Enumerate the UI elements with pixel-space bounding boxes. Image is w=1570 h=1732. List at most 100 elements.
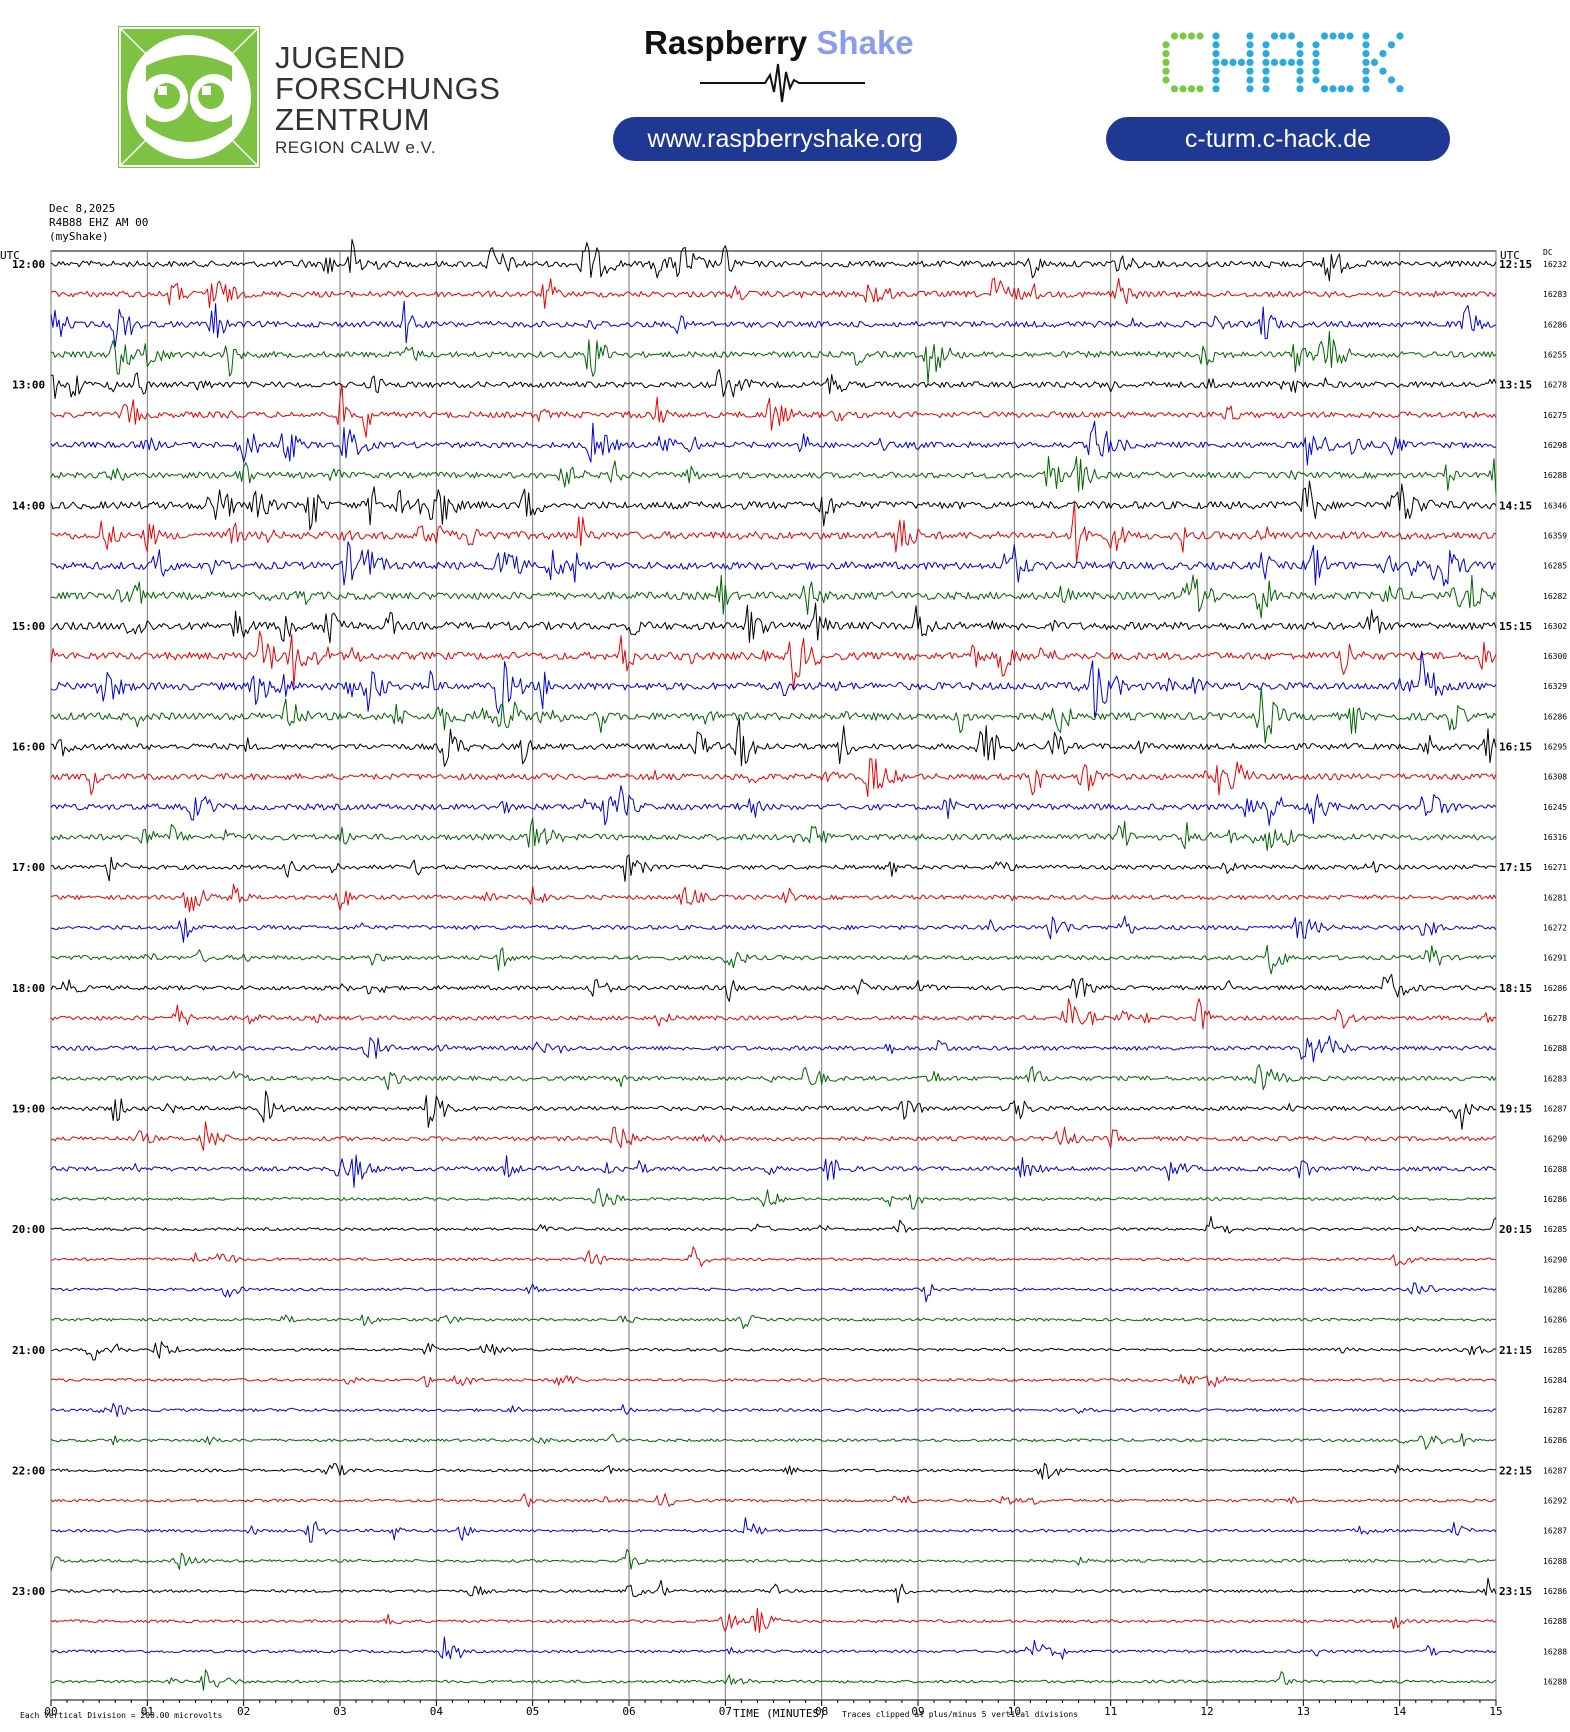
row-dc-offset: 16287 (1543, 1466, 1567, 1475)
x-tick-label: 11 (1104, 1705, 1117, 1718)
row-dc-offset: 16291 (1543, 954, 1567, 963)
trace-row: 16285 (50, 541, 1567, 587)
chack-logo-dot (1362, 76, 1370, 84)
trace-row: 16255 (50, 331, 1567, 384)
seismic-trace (50, 1314, 1497, 1329)
row-dc-offset: 16283 (1543, 1074, 1567, 1083)
trace-row: 16288 (50, 1154, 1567, 1188)
row-dc-offset: 16288 (1543, 1165, 1567, 1174)
trace-row: 16286 (50, 1314, 1567, 1329)
row-time-right: 12:15 (1499, 258, 1532, 271)
owl-logo (118, 26, 260, 168)
seismic-trace (50, 1549, 1497, 1571)
row-dc-offset: 16308 (1543, 773, 1567, 782)
chack-logo-dot (1262, 85, 1270, 93)
trace-row: 16287 (50, 1517, 1567, 1543)
row-dc-offset: 16316 (1543, 833, 1567, 842)
seismic-trace (50, 686, 1497, 744)
station-label: R4B88 EHZ AM 00 (49, 216, 149, 229)
row-dc-offset: 16278 (1543, 1014, 1567, 1023)
chack-logo-dot (1187, 32, 1196, 40)
jfz-line-2: FORSCHUNGS (275, 71, 501, 106)
raspberry-shake-logo: Raspberry Shake (644, 24, 914, 62)
x-tick-label: 08 (815, 1705, 828, 1718)
row-dc-offset: 16285 (1543, 1346, 1567, 1355)
chack-logo-dot (1362, 85, 1370, 93)
chack-logo-dot (1312, 50, 1320, 58)
row-time-left: 21:00 (12, 1344, 45, 1357)
x-tick-label: 01 (141, 1705, 154, 1718)
chack-logo-dot (1346, 85, 1354, 93)
row-time-left: 14:00 (12, 499, 45, 512)
left-axis-title: UTC (0, 249, 20, 262)
trace-row: 16300 (50, 630, 1567, 690)
seismic-trace (50, 854, 1497, 882)
trace-row: 16288 (50, 456, 1567, 495)
chack-logo-dot (1296, 41, 1304, 49)
chack-logo-dot (1270, 58, 1279, 66)
row-dc-offset: 16255 (1543, 350, 1567, 359)
header: JUGEND FORSCHUNGS ZENTRUM REGION CALW e.… (0, 0, 1570, 190)
row-dc-offset: 16286 (1543, 712, 1567, 721)
x-tick-label: 03 (333, 1705, 346, 1718)
jfz-name: JUGEND FORSCHUNGS ZENTRUM REGION CALW e.… (275, 42, 500, 156)
chack-logo-dot (1270, 32, 1279, 40)
row-dc-offset: 16284 (1543, 1376, 1567, 1385)
chack-logo-dot (1287, 32, 1296, 40)
row-dc-offset: 16329 (1543, 682, 1567, 691)
chack-logo-dot (1212, 32, 1220, 40)
chack-logo-dot (1246, 67, 1254, 75)
seismic-trace (50, 1669, 1497, 1691)
trace-row: 23:00 23:15 16286 (12, 1577, 1567, 1604)
seismic-trace (50, 602, 1497, 644)
chack-logo-dot (1387, 76, 1396, 84)
chack-logo-dot (1396, 85, 1404, 93)
seismic-trace (50, 239, 1497, 282)
chack-logo-dot (1362, 67, 1370, 75)
trace-row: 16288 (50, 1549, 1567, 1571)
trace-row: 15:00 15:15 16302 (12, 602, 1567, 644)
seismic-trace (50, 1517, 1497, 1543)
chack-logo-dot (1246, 32, 1254, 40)
trace-row: 16288 (50, 1035, 1567, 1063)
row-dc-offset: 16288 (1543, 1678, 1567, 1687)
row-time-left: 23:00 (12, 1585, 45, 1598)
row-dc-offset: 16300 (1543, 652, 1567, 661)
chack-logo-dot (1162, 58, 1170, 66)
seismic-trace (50, 1636, 1497, 1660)
seismic-trace (50, 541, 1497, 587)
chack-logo-dot (1246, 58, 1254, 66)
scale-note: Each Vertical Division = 200.00 microvol… (20, 1711, 222, 1720)
seismic-trace (50, 456, 1497, 495)
dc-axis-title: DC (1543, 248, 1553, 257)
row-time-left: 12:00 (12, 258, 45, 271)
trace-row: 19:00 19:15 16287 (12, 1090, 1567, 1130)
row-dc-offset: 16286 (1543, 1195, 1567, 1204)
row-dc-offset: 16359 (1543, 531, 1567, 540)
x-tick-label: 09 (911, 1705, 924, 1718)
trace-row: 16286 (50, 300, 1567, 348)
seismic-trace (50, 718, 1497, 767)
chack-logo-dot (1312, 41, 1320, 49)
seismic-trace (50, 998, 1497, 1030)
x-tick-label: 13 (1297, 1705, 1310, 1718)
chack-logo-dot (1362, 58, 1370, 66)
seismic-trace (50, 480, 1497, 531)
row-dc-offset: 16295 (1543, 743, 1567, 752)
trace-row: 16288 (50, 1669, 1567, 1691)
chack-logo-dot (1387, 41, 1396, 49)
chack-logo-dot (1312, 67, 1320, 75)
jfz-line-1: JUGEND (275, 40, 406, 75)
row-time-left: 22:00 (12, 1464, 45, 1477)
seismic-trace (50, 1216, 1497, 1234)
chack-url-link[interactable]: c-turm.c-hack.de (1106, 117, 1450, 161)
row-dc-offset: 16286 (1543, 1436, 1567, 1445)
row-dc-offset: 16286 (1543, 1285, 1567, 1294)
raspberryshake-url-link[interactable]: www.raspberryshake.org (613, 117, 957, 161)
row-dc-offset: 16271 (1543, 863, 1567, 872)
plot-frame (50, 250, 1497, 1701)
seismic-trace (50, 1246, 1497, 1267)
trace-row: 16281 (50, 883, 1567, 913)
row-time-left: 19:00 (12, 1102, 45, 1115)
chack-logo-dot (1329, 32, 1337, 40)
